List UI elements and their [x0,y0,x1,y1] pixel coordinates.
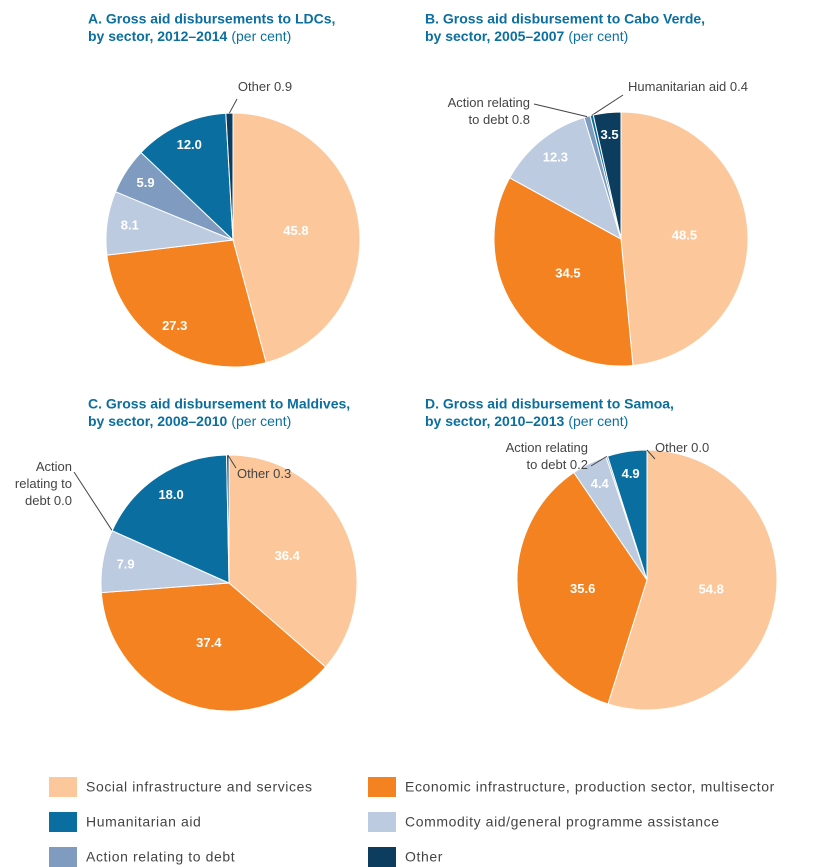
unit-label: (per cent) [231,413,291,429]
legend-label: Economic infrastructure, production sect… [405,779,775,795]
pie-slice [592,111,622,240]
chart-title: by sector, 2012–2014 [88,28,228,44]
pie-slice [493,177,634,367]
chart-title: D. Gross aid disbursement to Samoa, [425,396,674,412]
data-label: 35.6 [570,581,595,596]
chart-title: by sector, 2010–2013 (per cent) [425,413,628,429]
data-label: 5.9 [137,175,155,190]
legend-swatch [368,812,396,832]
legend-swatch [49,777,77,797]
data-label: 54.8 [699,581,724,596]
data-label: 7.9 [117,556,135,571]
data-label: 18.0 [158,487,183,502]
pie-slice [607,449,778,711]
pie-slice [232,112,361,364]
data-label: 12.0 [177,137,202,152]
legend-label: Commodity aid/general programme assistan… [405,814,720,830]
pie-slice [516,471,648,705]
chart-title: by sector, 2012–2014 (per cent) [88,28,291,44]
data-label: 8.1 [121,217,139,232]
leader-line [590,455,608,467]
pie-slice [106,239,267,368]
pie-slice [140,112,234,242]
leader-line [591,94,624,116]
chart-title: C. Gross aid disbursement to Maldives, [88,396,350,412]
data-label: 37.4 [196,635,222,650]
leader-line [533,103,588,118]
pie-slice [620,111,749,366]
legend-label: Social infrastructure and services [86,779,313,795]
chart-title: by sector, 2010–2013 [425,413,565,429]
legend-swatch [368,847,396,867]
pie-slice [225,112,234,241]
pie-slice [228,454,358,668]
leader-line [228,98,238,114]
data-label: Action relating to debt 0.2 [506,440,588,472]
data-label: Action relating to debt 0.8 [448,95,530,127]
unit-label: (per cent) [568,413,628,429]
unit-label: (per cent) [231,28,291,44]
leader-line [227,454,237,469]
data-label: 12.3 [543,150,568,165]
data-label: 3.5 [601,127,619,142]
data-label: 36.4 [275,548,301,563]
legend-swatch [49,812,77,832]
data-label: Action relating to debt 0.0 [15,459,72,508]
chart-title: by sector, 2005–2007 (per cent) [425,28,628,44]
data-label: 27.3 [162,318,187,333]
unit-label: (per cent) [568,28,628,44]
leader-line [646,449,656,460]
legend-label: Humanitarian aid [86,814,201,830]
data-label: Other 0.0 [655,440,709,455]
pie-slice [226,454,230,584]
leader-line [73,471,113,531]
chart-title: A. Gross aid disbursements to LDCs, [88,11,335,27]
chart-title: by sector, 2005–2007 [425,28,565,44]
data-label: 4.4 [591,476,610,491]
data-label: 45.8 [283,223,308,238]
chart-title: by sector, 2008–2010 [88,413,228,429]
legend-swatch [368,777,396,797]
legend-label: Other [405,849,443,865]
data-label: Other 0.3 [237,466,291,481]
data-label: Other 0.9 [238,79,292,94]
legend-label: Action relating to debt [86,849,235,865]
chart-title: by sector, 2008–2010 (per cent) [88,413,291,429]
data-label: 4.9 [622,466,640,481]
data-label: 34.5 [555,265,580,280]
pie-slice [100,582,327,712]
data-label: Humanitarian aid 0.4 [628,79,748,94]
pie-slice [111,454,230,584]
data-label: 48.5 [672,227,697,242]
legend-swatch [49,847,77,867]
chart-title: B. Gross aid disbursement to Cabo Verde, [425,11,705,27]
